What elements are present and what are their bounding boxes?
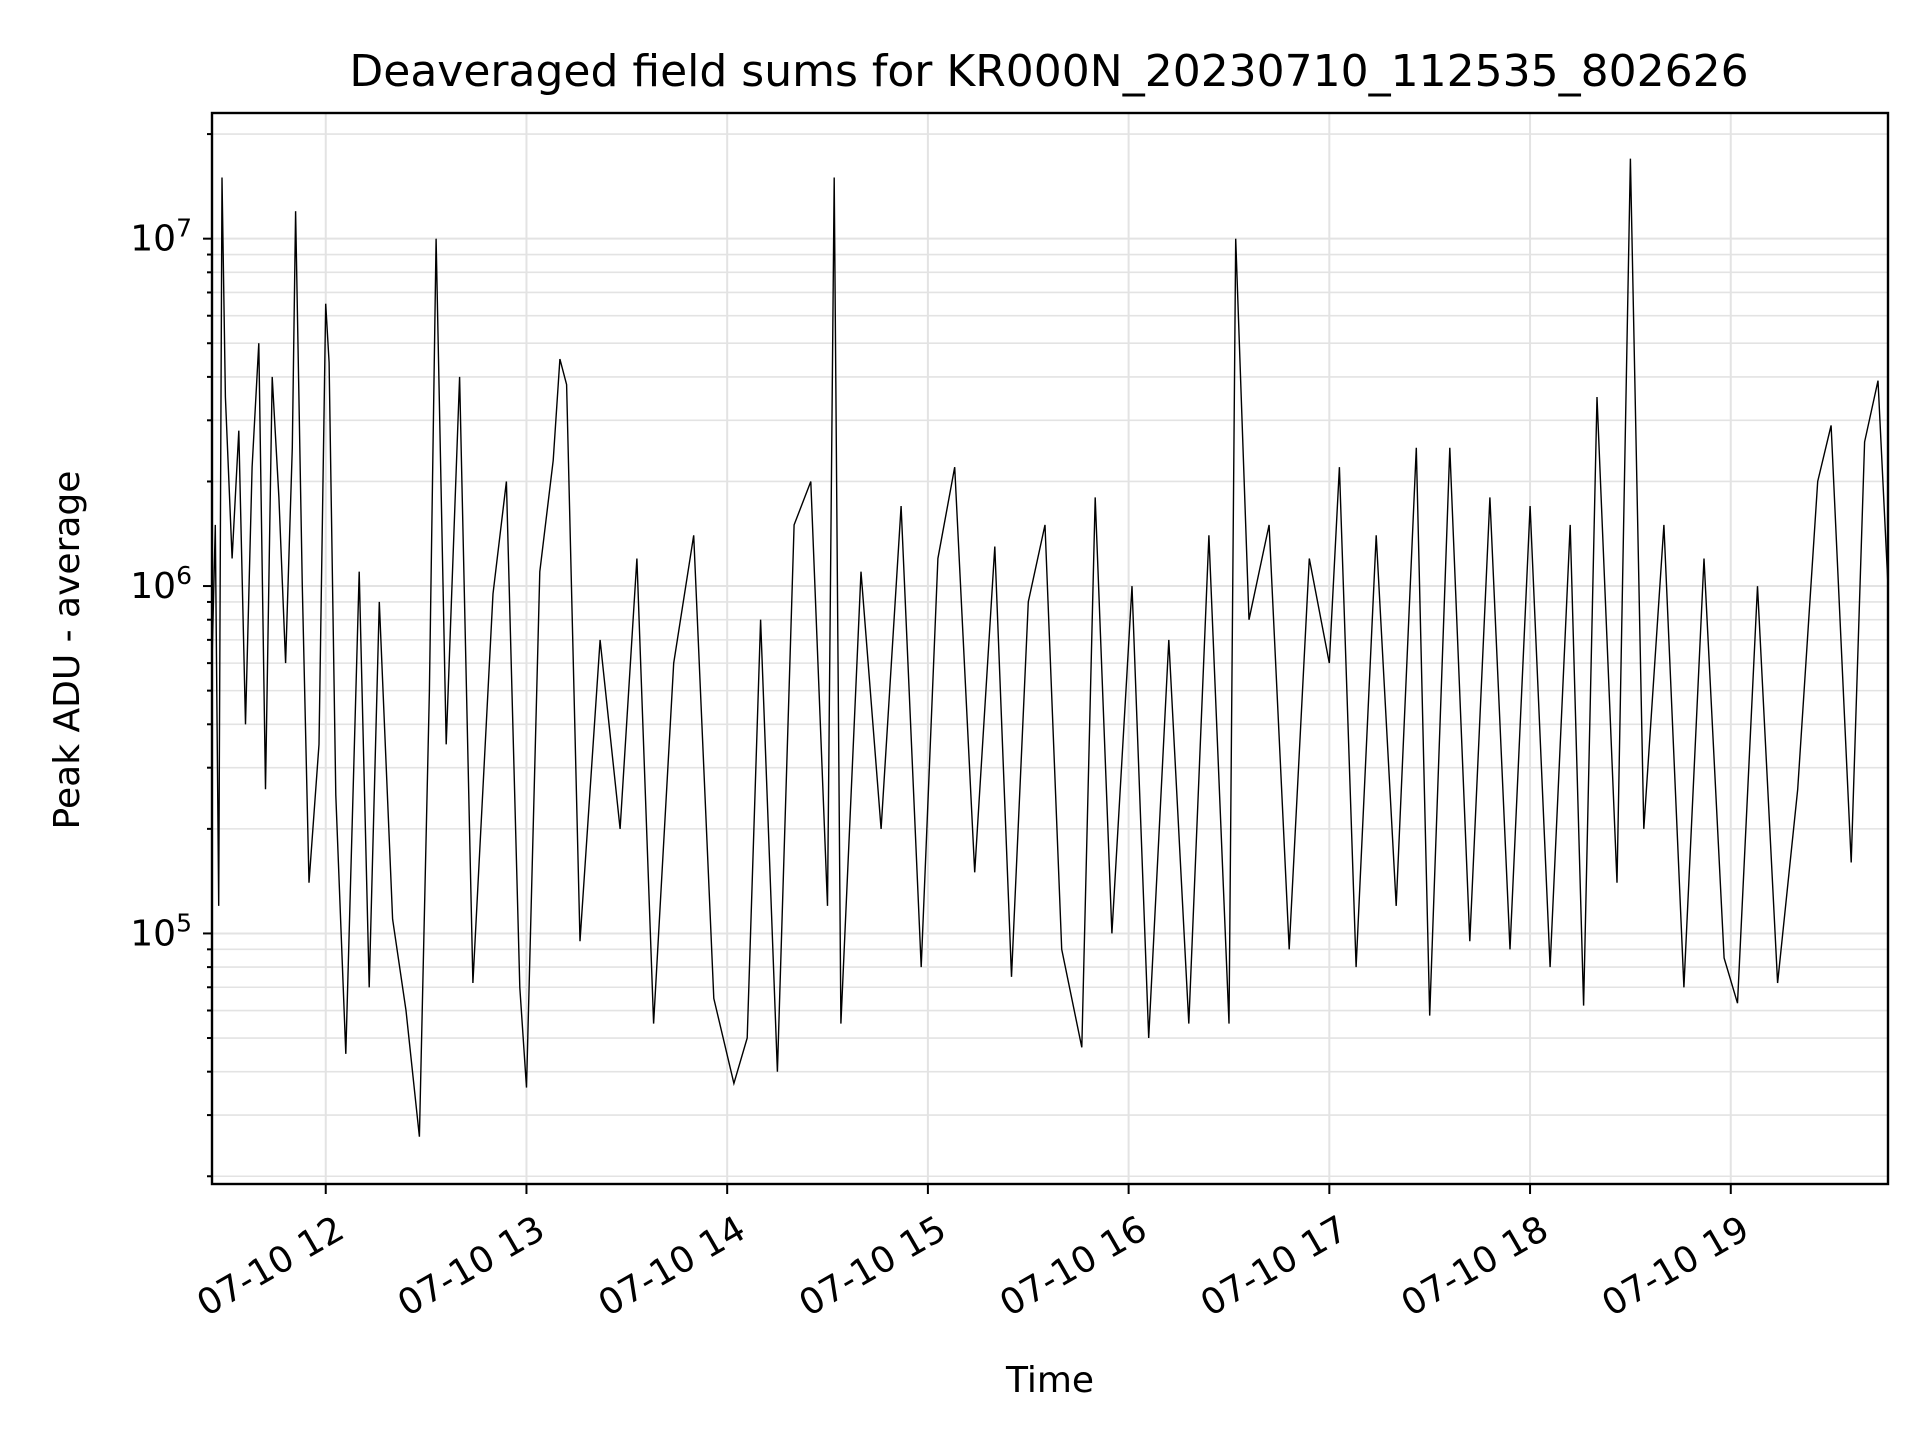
y-axis-label: Peak ADU - average: [47, 471, 88, 830]
y-tick-label: 105: [130, 908, 192, 954]
series-layer: [211, 158, 1889, 1137]
y-tick-label: 107: [130, 214, 192, 260]
gridlines: [212, 113, 1888, 1184]
plot-frame: [210, 111, 1890, 1186]
series-line: [211, 158, 1889, 1137]
chart-title: Deaveraged field sums for KR000N_2023071…: [349, 46, 1748, 97]
y-tick-label: 106: [130, 561, 192, 607]
x-axis-label: Time: [1005, 1360, 1094, 1401]
